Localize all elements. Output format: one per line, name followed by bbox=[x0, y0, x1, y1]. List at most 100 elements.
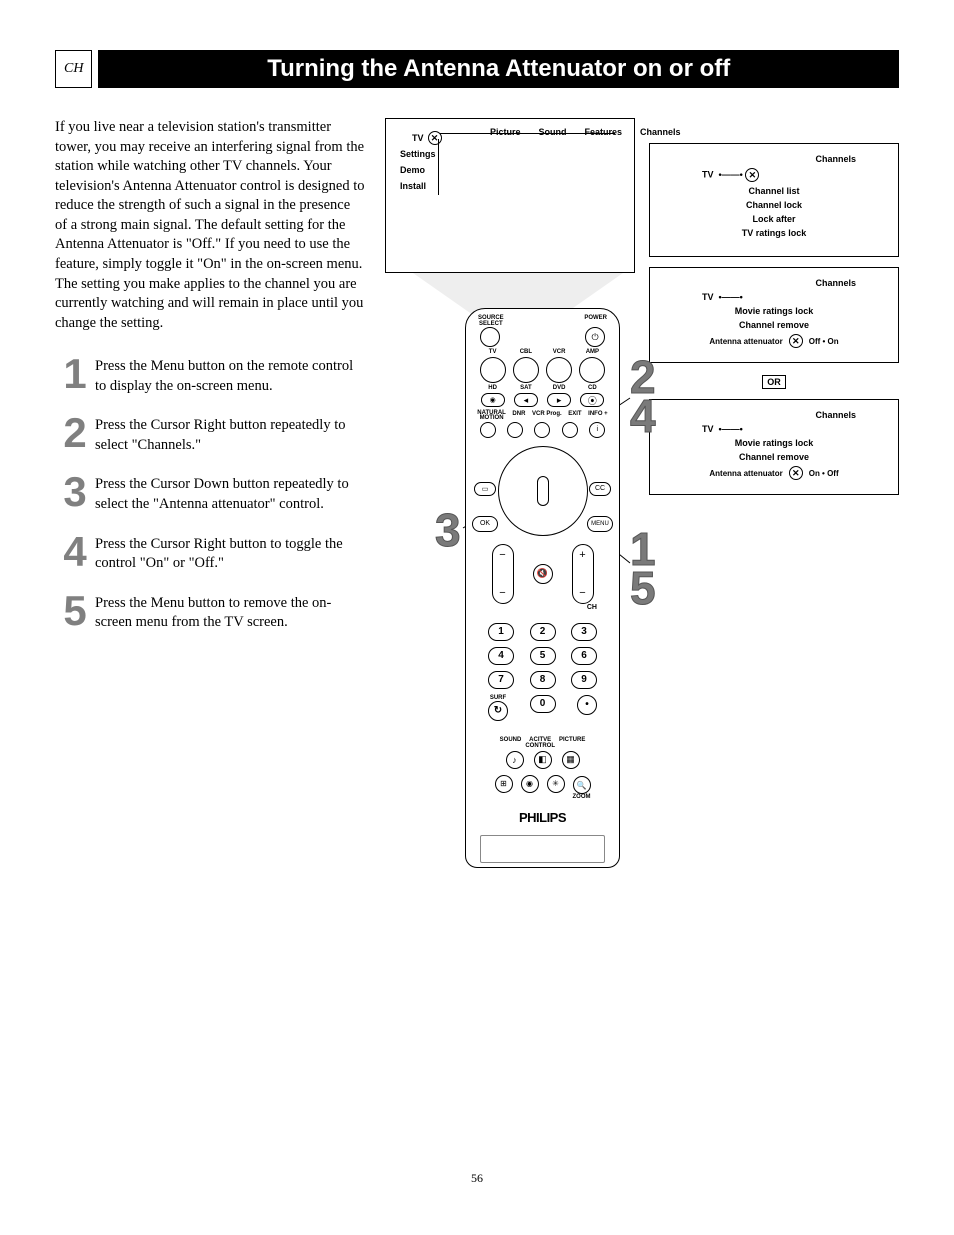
menu-item: Channel remove bbox=[662, 452, 886, 462]
num-9-button[interactable]: 9 bbox=[571, 671, 597, 689]
num-7-button[interactable]: 7 bbox=[488, 671, 514, 689]
picture-button[interactable]: ▦ bbox=[562, 751, 580, 769]
menu-item: Lock after bbox=[662, 214, 886, 224]
step-text: Press the Menu button on the remote cont… bbox=[95, 355, 365, 396]
cd-button[interactable]: ⦿ bbox=[580, 393, 604, 407]
button-label: NATURAL MOTION bbox=[477, 411, 506, 422]
menu-button[interactable]: MENU bbox=[587, 516, 613, 532]
hd-button[interactable]: ◉ bbox=[481, 393, 505, 407]
extra-button-3[interactable]: ✳ bbox=[547, 775, 565, 793]
step-number: 3 bbox=[55, 473, 95, 511]
menu-item: Channel lock bbox=[662, 200, 886, 210]
ch-badge: CH bbox=[55, 50, 92, 88]
extra-button-2[interactable]: ◉ bbox=[521, 775, 539, 793]
tv-button[interactable] bbox=[480, 357, 506, 383]
step-text: Press the Menu button to remove the on-s… bbox=[95, 592, 365, 633]
cursor-center[interactable] bbox=[537, 476, 549, 506]
zoom-button[interactable]: 🔍 bbox=[573, 776, 591, 794]
menu-tv-label: TV bbox=[702, 292, 714, 302]
page-title: Turning the Antenna Attenuator on or off bbox=[98, 50, 899, 88]
num-3-button[interactable]: 3 bbox=[571, 623, 597, 641]
ch-label: CH bbox=[466, 604, 619, 611]
amp-button[interactable] bbox=[579, 357, 605, 383]
step-item: 4 Press the Cursor Right button to toggl… bbox=[55, 533, 365, 574]
pip-button[interactable]: ▭ bbox=[474, 482, 496, 496]
remote-control: SOURCE SELECT POWER ⏻ TV CBL VCR AMP bbox=[465, 308, 620, 868]
sound-label: SOUND bbox=[500, 737, 522, 749]
steps-list: 1 Press the Menu button on the remote co… bbox=[55, 355, 365, 633]
menu-item: Movie ratings lock bbox=[662, 306, 886, 316]
num-5-button[interactable]: 5 bbox=[530, 647, 556, 665]
num-8-button[interactable]: 8 bbox=[530, 671, 556, 689]
device-label: CBL bbox=[513, 349, 539, 355]
info-button[interactable]: i bbox=[589, 422, 605, 438]
cursor-icon: ✕ bbox=[789, 334, 803, 348]
num-1-button[interactable]: 1 bbox=[488, 623, 514, 641]
step-number: 2 bbox=[55, 414, 95, 452]
device-label: VCR bbox=[546, 349, 572, 355]
step-item: 5 Press the Menu button to remove the on… bbox=[55, 592, 365, 633]
device-label: HD bbox=[480, 385, 506, 391]
menu-header: Channels bbox=[662, 410, 886, 420]
vcr-prog-button[interactable] bbox=[534, 422, 550, 438]
page-number: 56 bbox=[55, 1171, 899, 1186]
menu-item: Antenna attenuator bbox=[709, 337, 782, 346]
sound-button[interactable]: ♪ bbox=[506, 751, 524, 769]
menu-item: Antenna attenuator bbox=[709, 469, 782, 478]
intro-paragraph: If you live near a television station's … bbox=[55, 118, 365, 333]
menu-item: Picture bbox=[490, 127, 521, 137]
cursor-icon: ✕ bbox=[745, 168, 759, 182]
step-text: Press the Cursor Right button to toggle … bbox=[95, 533, 365, 574]
power-button[interactable]: ⏻ bbox=[585, 327, 605, 347]
step-number: 1 bbox=[55, 355, 95, 393]
step-item: 2 Press the Cursor Right button repeated… bbox=[55, 414, 365, 455]
sat-button[interactable]: ◂ bbox=[514, 393, 538, 407]
menu-tv-label: TV bbox=[702, 170, 714, 180]
num-6-button[interactable]: 6 bbox=[571, 647, 597, 665]
device-label: AMP bbox=[579, 349, 605, 355]
tv-menu-screen-channels-1: Channels TV •——• ✕ Channel list Channel … bbox=[649, 143, 899, 257]
exit-button[interactable] bbox=[562, 422, 578, 438]
active-control-button[interactable]: ◧ bbox=[534, 751, 552, 769]
button-label: DNR bbox=[512, 411, 525, 422]
dnr-button[interactable] bbox=[507, 422, 523, 438]
menu-item: Settings bbox=[400, 149, 436, 159]
extra-button-1[interactable]: ⊞ bbox=[495, 775, 513, 793]
volume-rocker[interactable]: −− bbox=[492, 544, 514, 604]
button-label: INFO + bbox=[588, 411, 608, 422]
num-2-button[interactable]: 2 bbox=[530, 623, 556, 641]
surf-button[interactable]: ↻ bbox=[488, 701, 508, 721]
mute-button[interactable]: 🔇 bbox=[533, 564, 553, 584]
number-pad: 1 2 3 4 5 6 7 8 9 bbox=[466, 611, 619, 733]
step-text: Press the Cursor Right button repeatedly… bbox=[95, 414, 365, 455]
ok-button[interactable]: OK bbox=[472, 516, 498, 532]
surf-label: SURF bbox=[488, 695, 508, 701]
vcr-button[interactable] bbox=[546, 357, 572, 383]
button-label: EXIT bbox=[568, 411, 581, 422]
menu-options: On • Off bbox=[809, 469, 839, 478]
cc-button[interactable]: CC bbox=[589, 482, 611, 496]
device-label: SAT bbox=[513, 385, 539, 391]
natural-motion-button[interactable] bbox=[480, 422, 496, 438]
diagram-area: TV ✕ Picture Sound Features Channels Set… bbox=[385, 118, 899, 651]
menu-item: Sound bbox=[539, 127, 567, 137]
menu-header: Channels bbox=[662, 278, 886, 288]
channel-rocker[interactable]: +− bbox=[572, 544, 594, 604]
source-select-button[interactable] bbox=[480, 327, 500, 347]
button-label: VCR Prog. bbox=[532, 411, 562, 422]
dot-button[interactable]: • bbox=[577, 695, 597, 715]
menu-item: Channel remove bbox=[662, 320, 886, 330]
picture-label: PICTURE bbox=[559, 737, 585, 749]
menu-tv-label: TV bbox=[412, 133, 424, 143]
cbl-button[interactable] bbox=[513, 357, 539, 383]
zoom-label: ZOOM bbox=[573, 794, 591, 800]
num-4-button[interactable]: 4 bbox=[488, 647, 514, 665]
tv-menu-screen-main: TV ✕ Picture Sound Features Channels Set… bbox=[385, 118, 635, 273]
menu-item: Channels bbox=[640, 127, 681, 137]
dvd-button[interactable]: ▸ bbox=[547, 393, 571, 407]
menu-item: Features bbox=[585, 127, 623, 137]
source-select-label: SOURCE SELECT bbox=[478, 315, 504, 327]
num-0-button[interactable]: 0 bbox=[530, 695, 556, 713]
step-text: Press the Cursor Down button repeatedly … bbox=[95, 473, 365, 514]
device-label: TV bbox=[480, 349, 506, 355]
